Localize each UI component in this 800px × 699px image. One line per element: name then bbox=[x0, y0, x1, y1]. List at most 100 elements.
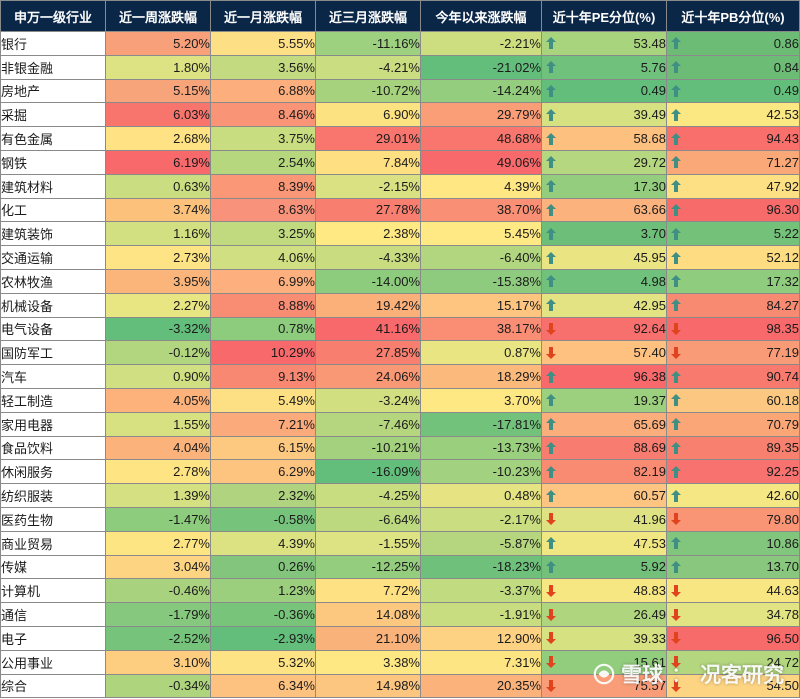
week-change-cell: 0.90% bbox=[105, 364, 211, 389]
week-change-cell: -1.47% bbox=[105, 506, 211, 532]
pe-percentile-cell: 88.69 bbox=[541, 435, 667, 461]
pe-percentile-cell: 60.57 bbox=[541, 483, 667, 508]
pe-percentile-value: 88.69 bbox=[633, 440, 666, 456]
ytd-change-cell: -18.23% bbox=[420, 554, 542, 580]
pe-percentile-cell: 41.96 bbox=[541, 506, 667, 532]
industry-name-cell: 通信 bbox=[0, 602, 106, 627]
table-row: 房地产 5.15% 6.88% -10.72% -14.24% 0.49 0.49 bbox=[0, 78, 800, 104]
pe-percentile-cell: 75.57 bbox=[541, 673, 667, 699]
week-change-cell: 2.77% bbox=[105, 530, 211, 556]
week-change-cell: 1.80% bbox=[105, 54, 211, 80]
week-change-cell: 4.04% bbox=[105, 435, 211, 461]
industry-name-cell: 医药生物 bbox=[0, 506, 106, 532]
pe-percentile-value: 65.69 bbox=[633, 416, 666, 432]
three-month-change-cell: 29.01% bbox=[315, 126, 421, 151]
pe-percentile-value: 48.83 bbox=[633, 583, 666, 599]
pe-percentile-cell: 48.83 bbox=[541, 578, 667, 604]
industry-name-cell: 轻工制造 bbox=[0, 387, 106, 413]
industry-name-cell: 建筑材料 bbox=[0, 173, 106, 199]
pb-percentile-cell: 79.80 bbox=[666, 506, 800, 532]
three-month-change-cell: 7.84% bbox=[315, 149, 421, 175]
three-month-change-cell: -16.09% bbox=[315, 459, 421, 485]
pe-percentile-value: 41.96 bbox=[633, 511, 666, 527]
week-change-cell: 1.16% bbox=[105, 221, 211, 247]
pb-percentile-cell: 52.12 bbox=[666, 245, 800, 270]
pb-percentile-cell: 24.72 bbox=[666, 649, 800, 675]
pb-percentile-value: 10.86 bbox=[766, 535, 799, 551]
table-row: 公用事业 3.10% 5.32% 3.38% 7.31% 15.61 24.72 bbox=[0, 649, 800, 675]
pe-percentile-cell: 63.66 bbox=[541, 197, 667, 223]
month-change-cell: 8.46% bbox=[210, 102, 316, 128]
week-change-cell: 2.78% bbox=[105, 459, 211, 485]
ytd-change-cell: -10.23% bbox=[420, 459, 542, 485]
month-change-cell: 1.23% bbox=[210, 578, 316, 604]
pb-percentile-cell: 5.22 bbox=[666, 221, 800, 247]
week-change-cell: 2.27% bbox=[105, 292, 211, 318]
pb-percentile-cell: 70.79 bbox=[666, 411, 800, 437]
ytd-change-cell: -14.24% bbox=[420, 78, 542, 104]
header-ytd-change: 今年以来涨跌幅 bbox=[420, 0, 542, 32]
month-change-cell: 0.26% bbox=[210, 554, 316, 580]
pb-percentile-value: 5.22 bbox=[773, 226, 799, 242]
pe-percentile-cell: 5.92 bbox=[541, 554, 667, 580]
week-change-cell: 5.20% bbox=[105, 31, 211, 56]
table-row: 建筑材料 0.63% 8.39% -2.15% 4.39% 17.30 47.92 bbox=[0, 173, 800, 199]
pe-percentile-cell: 0.49 bbox=[541, 78, 667, 104]
month-change-cell: 6.34% bbox=[210, 673, 316, 699]
pe-percentile-value: 47.53 bbox=[633, 535, 666, 551]
week-change-cell: -0.46% bbox=[105, 578, 211, 604]
pe-percentile-value: 57.40 bbox=[633, 345, 666, 361]
three-month-change-cell: -6.64% bbox=[315, 506, 421, 532]
pb-percentile-value: 13.70 bbox=[766, 559, 799, 575]
ytd-change-cell: 20.35% bbox=[420, 673, 542, 699]
ytd-change-cell: -3.37% bbox=[420, 578, 542, 604]
month-change-cell: -0.58% bbox=[210, 506, 316, 532]
week-change-cell: 1.55% bbox=[105, 411, 211, 437]
pe-percentile-cell: 15.61 bbox=[541, 649, 667, 675]
industry-name-cell: 家用电器 bbox=[0, 411, 106, 437]
industry-name-cell: 房地产 bbox=[0, 78, 106, 104]
pe-percentile-cell: 19.37 bbox=[541, 387, 667, 413]
pb-percentile-cell: 13.70 bbox=[666, 554, 800, 580]
industry-name-cell: 银行 bbox=[0, 31, 106, 56]
week-change-cell: -0.34% bbox=[105, 673, 211, 699]
pe-percentile-cell: 39.33 bbox=[541, 625, 667, 651]
three-month-change-cell: -2.15% bbox=[315, 173, 421, 199]
ytd-change-cell: 15.17% bbox=[420, 292, 542, 318]
pe-percentile-cell: 29.72 bbox=[541, 149, 667, 175]
pb-percentile-value: 71.27 bbox=[766, 154, 799, 170]
pe-percentile-value: 4.98 bbox=[640, 273, 666, 289]
pe-percentile-value: 92.64 bbox=[633, 321, 666, 337]
pe-percentile-cell: 3.70 bbox=[541, 221, 667, 247]
pb-percentile-value: 47.92 bbox=[766, 178, 799, 194]
month-change-cell: -0.36% bbox=[210, 602, 316, 627]
ytd-change-cell: 38.70% bbox=[420, 197, 542, 223]
ytd-change-cell: -2.17% bbox=[420, 506, 542, 532]
month-change-cell: 9.13% bbox=[210, 364, 316, 389]
industry-name-cell: 传媒 bbox=[0, 554, 106, 580]
ytd-change-cell: -21.02% bbox=[420, 54, 542, 80]
week-change-cell: -3.32% bbox=[105, 316, 211, 342]
table-row: 汽车 0.90% 9.13% 24.06% 18.29% 96.38 90.74 bbox=[0, 364, 800, 389]
month-change-cell: 8.63% bbox=[210, 197, 316, 223]
three-month-change-cell: -4.33% bbox=[315, 245, 421, 270]
ytd-change-cell: 12.90% bbox=[420, 625, 542, 651]
three-month-change-cell: -10.72% bbox=[315, 78, 421, 104]
industry-name-cell: 非银金融 bbox=[0, 54, 106, 80]
three-month-change-cell: -12.25% bbox=[315, 554, 421, 580]
table-row: 钢铁 6.19% 2.54% 7.84% 49.06% 29.72 71.27 bbox=[0, 149, 800, 175]
pb-percentile-cell: 96.30 bbox=[666, 197, 800, 223]
pe-percentile-value: 15.61 bbox=[633, 654, 666, 670]
pe-percentile-cell: 17.30 bbox=[541, 173, 667, 199]
pb-percentile-value: 0.86 bbox=[773, 35, 799, 51]
pe-percentile-cell: 58.68 bbox=[541, 126, 667, 151]
three-month-change-cell: 21.10% bbox=[315, 625, 421, 651]
month-change-cell: 3.75% bbox=[210, 126, 316, 151]
industry-name-cell: 农林牧渔 bbox=[0, 268, 106, 294]
pb-percentile-cell: 92.25 bbox=[666, 459, 800, 485]
pe-percentile-value: 5.92 bbox=[640, 559, 666, 575]
week-change-cell: 6.03% bbox=[105, 102, 211, 128]
table-row: 计算机 -0.46% 1.23% 7.72% -3.37% 48.83 44.63 bbox=[0, 578, 800, 604]
pb-percentile-value: 77.19 bbox=[766, 345, 799, 361]
